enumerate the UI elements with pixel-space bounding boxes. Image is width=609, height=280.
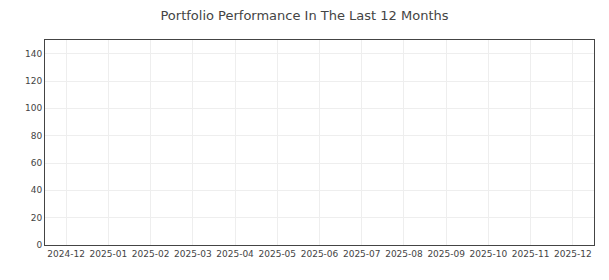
svg-text:20: 20 <box>31 213 43 223</box>
svg-text:2024-12: 2024-12 <box>47 249 85 259</box>
svg-text:2025-05: 2025-05 <box>258 249 296 259</box>
svg-text:2025-02: 2025-02 <box>132 249 170 259</box>
svg-text:2025-04: 2025-04 <box>216 249 254 259</box>
svg-text:80: 80 <box>31 131 43 141</box>
svg-text:2025-07: 2025-07 <box>343 249 381 259</box>
svg-text:2025-12: 2025-12 <box>554 249 592 259</box>
svg-text:100: 100 <box>25 103 42 113</box>
svg-text:2025-03: 2025-03 <box>174 249 212 259</box>
svg-text:2025-01: 2025-01 <box>90 249 128 259</box>
svg-text:2025-08: 2025-08 <box>385 249 423 259</box>
svg-text:Portfolio Performance In The L: Portfolio Performance In The Last 12 Mon… <box>160 8 448 23</box>
svg-text:60: 60 <box>31 158 43 168</box>
svg-text:40: 40 <box>31 185 43 195</box>
svg-text:2025-10: 2025-10 <box>470 249 508 259</box>
svg-text:120: 120 <box>25 76 42 86</box>
svg-text:2025-06: 2025-06 <box>301 249 339 259</box>
svg-text:2025-11: 2025-11 <box>512 249 550 259</box>
svg-text:0: 0 <box>36 240 42 250</box>
svg-text:140: 140 <box>25 49 42 59</box>
svg-text:2025-09: 2025-09 <box>427 249 465 259</box>
